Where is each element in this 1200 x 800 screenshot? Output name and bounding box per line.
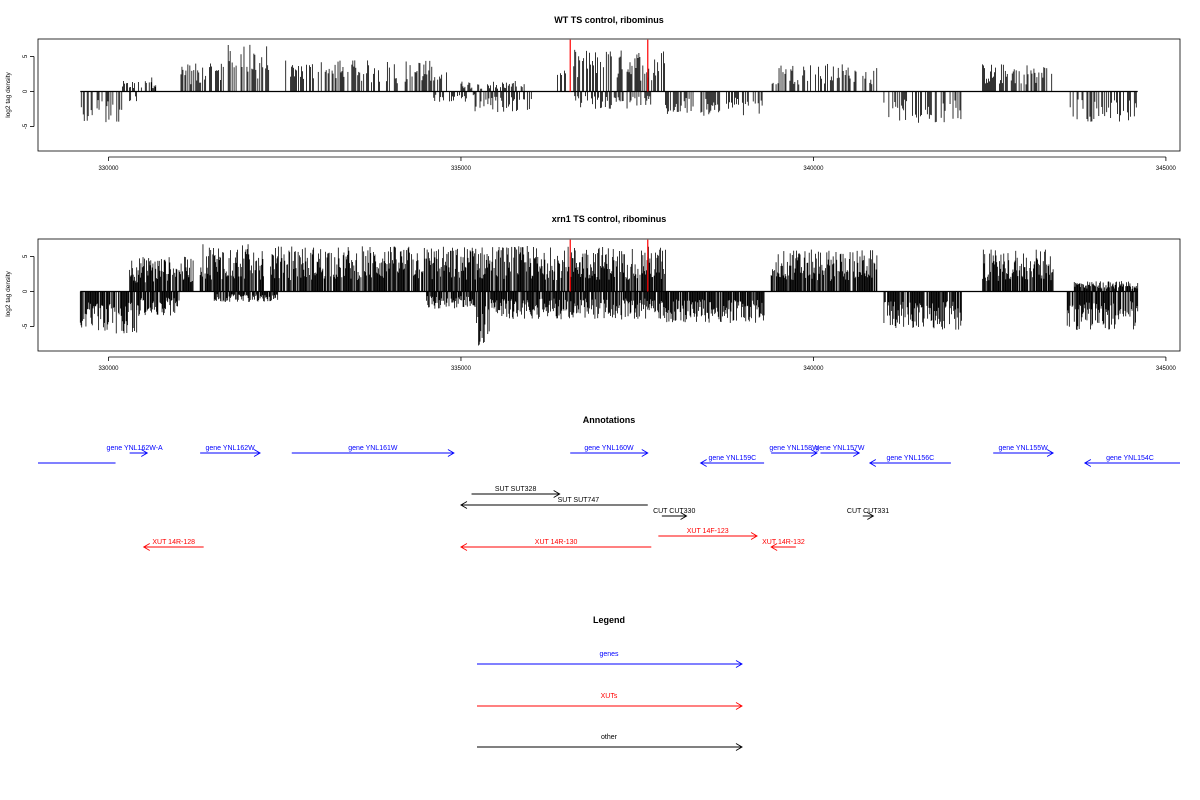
- feature-arrowhead: [750, 532, 758, 540]
- annotation-feature: gene YNL162W: [200, 445, 261, 457]
- annotation-feature: XUT 14R-132: [762, 539, 805, 551]
- legend-item-label: XUTs: [601, 693, 618, 700]
- annotation-feature: gene YNL159C: [699, 455, 765, 467]
- feature-arrowhead: [447, 449, 455, 457]
- feature-arrowhead: [810, 449, 818, 457]
- legend-item-arrowhead: [735, 702, 743, 710]
- feature-label: gene YNL161W: [348, 445, 398, 452]
- feature-arrowhead: [680, 512, 688, 520]
- annotation-feature: gene YNL154C: [1083, 455, 1180, 467]
- x-tick-label: 330000: [98, 366, 119, 372]
- feature-arrowhead: [699, 459, 707, 467]
- feature-label: gene YNL157W: [815, 445, 865, 452]
- feature-label: gene YNL156C: [886, 455, 934, 462]
- legend-panel: Legend genes XUTs other: [477, 615, 743, 751]
- annotation-feature: CUT CUT331: [847, 508, 889, 520]
- feature-label: gene YNL162W-A: [107, 445, 163, 452]
- feature-label: gene YNL154C: [1106, 455, 1154, 462]
- feature-arrowhead: [770, 543, 778, 551]
- feature-arrowhead: [142, 543, 150, 551]
- panel-xrn1-frame: [37, 238, 1181, 352]
- feature-label: XUT 14R-128: [152, 539, 195, 546]
- feature-arrowhead: [868, 459, 877, 467]
- y-tick-label: -5: [23, 123, 29, 129]
- legend-item-arrowhead: [735, 743, 743, 751]
- feature-label: gene YNL162W: [205, 445, 255, 452]
- panel-wt-title: WT TS control, ribominus: [554, 15, 664, 25]
- annotation-feature: XUT 14F-123: [658, 528, 758, 540]
- legend-item-arrowhead: [735, 660, 743, 668]
- panel-wt-ylabel: log2 tag density: [5, 71, 12, 117]
- feature-arrowhead: [641, 449, 649, 457]
- y-tick-label: 5: [23, 54, 29, 58]
- y-tick-label: -5: [23, 323, 29, 329]
- panel-xrn1-ylabel: log2 tag density: [5, 270, 12, 316]
- annotation-feature: gene YNL158W: [769, 445, 819, 457]
- annotation-feature: gene YNL155W: [993, 445, 1055, 457]
- x-tick-label: 340000: [803, 366, 824, 372]
- panel-wt-bars: [80, 39, 1138, 123]
- x-tick-label: 345000: [1156, 366, 1177, 372]
- annotations-title: Annotations: [583, 415, 636, 425]
- feature-label: SUT SUT328: [495, 486, 537, 493]
- panel-xrn1-bars: [79, 239, 1139, 346]
- feature-arrowhead: [553, 490, 561, 498]
- feature-label: gene YNL159C: [708, 455, 756, 462]
- feature-label: XUT 14R-130: [535, 539, 578, 546]
- legend-item: other: [477, 734, 743, 751]
- annotation-feature: gene YNL162W-A: [107, 445, 163, 457]
- panel-wt: WT TS control, ribominus log2 tag densit…: [5, 15, 1181, 172]
- panel-wt-axes: 330000 335000 340000 345000 -5 0 5: [23, 54, 1177, 172]
- annotation-feature: XUT 14R-128: [142, 539, 204, 551]
- annotation-feature: SUT SUT328: [471, 486, 561, 498]
- feature-arrowhead: [253, 449, 261, 457]
- x-tick-label: 345000: [1156, 166, 1177, 172]
- annotation-feature: XUT 14R-130: [460, 539, 652, 551]
- annotation-feature: gene YNL157W: [815, 445, 865, 457]
- feature-arrowhead: [1046, 449, 1055, 457]
- y-tick-label: 0: [23, 89, 29, 93]
- annotation-feature: gene YNL156C: [868, 455, 951, 467]
- x-tick-label: 335000: [451, 366, 472, 372]
- x-tick-label: 340000: [803, 166, 824, 172]
- panel-xrn1-axes: 330000 335000 340000 345000 -5 0 5: [23, 254, 1177, 372]
- panel-xrn1: xrn1 TS control, ribominus log2 tag dens…: [5, 214, 1181, 372]
- annotation-features: gene YNL162W-A gene YNL162W gene YNL161W ge…: [38, 445, 1180, 551]
- y-tick-label: 5: [23, 254, 29, 258]
- annotation-feature: CUT CUT330: [653, 508, 695, 520]
- feature-label: gene YNL158W: [769, 445, 819, 452]
- annotation-feature: gene YNL161W: [291, 445, 455, 457]
- feature-arrowhead: [141, 449, 149, 457]
- x-tick-label: 335000: [451, 166, 472, 172]
- legend-item: XUTs: [477, 693, 743, 710]
- feature-label: SUT SUT747: [558, 497, 600, 504]
- feature-label: XUT 14F-123: [687, 528, 729, 535]
- legend-item-label: other: [601, 734, 618, 741]
- feature-arrowhead: [460, 543, 468, 551]
- feature-label: CUT CUT330: [653, 508, 695, 515]
- feature-arrowhead: [1083, 459, 1092, 467]
- feature-label: CUT CUT331: [847, 508, 889, 515]
- feature-label: gene YNL160W: [584, 445, 634, 452]
- x-tick-label: 330000: [98, 166, 119, 172]
- annotation-feature: SUT SUT747: [460, 497, 648, 509]
- legend-title: Legend: [593, 615, 625, 625]
- panel-xrn1-title: xrn1 TS control, ribominus: [552, 214, 667, 224]
- feature-arrowhead: [867, 512, 875, 520]
- annotations-panel: Annotations gene YNL162W-A gene YNL162W ge…: [38, 415, 1180, 551]
- y-tick-label: 0: [23, 289, 29, 293]
- panel-wt-frame: [37, 38, 1181, 152]
- legend-item: genes: [477, 651, 743, 668]
- legend-items: genes XUTs other: [477, 651, 743, 751]
- feature-label: gene YNL155W: [999, 445, 1049, 452]
- feature-arrowhead: [460, 501, 468, 509]
- legend-item-label: genes: [599, 651, 619, 658]
- feature-arrowhead: [853, 449, 861, 457]
- annotation-feature: gene YNL160W: [570, 445, 649, 457]
- feature-label: XUT 14R-132: [762, 539, 805, 546]
